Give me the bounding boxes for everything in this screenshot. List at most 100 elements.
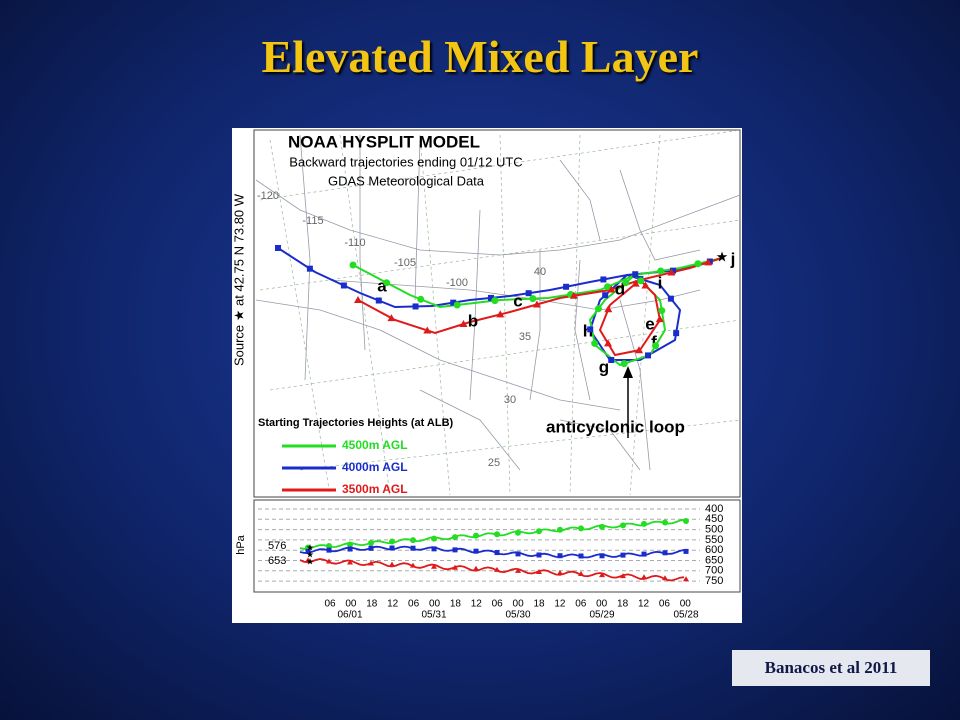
longitude-label: -105 xyxy=(394,257,416,269)
marker xyxy=(306,265,313,272)
marker xyxy=(452,547,458,553)
pressure-label: 450 xyxy=(705,513,723,525)
pressure-label: 700 xyxy=(705,565,723,577)
time-label: 18 xyxy=(366,599,378,610)
point-label: f xyxy=(651,332,657,351)
marker xyxy=(602,292,609,299)
marker xyxy=(375,297,382,304)
figure-header: Backward trajectories ending 01/12 UTC xyxy=(289,154,522,169)
marker xyxy=(305,544,311,551)
time-label: 00 xyxy=(513,599,525,610)
marker xyxy=(563,283,570,290)
marker xyxy=(607,285,616,293)
marker xyxy=(641,281,650,289)
point-label: a xyxy=(377,276,387,295)
legend-label: 3500m AGL xyxy=(342,482,408,496)
marker xyxy=(587,326,594,333)
time-label: 00 xyxy=(596,599,608,610)
marker xyxy=(620,552,626,558)
marker xyxy=(578,553,584,559)
legend-label: 4000m AGL xyxy=(342,460,408,474)
pressure-label: 650 xyxy=(705,554,723,566)
marker xyxy=(670,267,677,274)
figure-header: GDAS Meteorological Data xyxy=(328,173,485,188)
marker xyxy=(417,295,425,303)
marker xyxy=(569,291,578,299)
slide-title: Elevated Mixed Layer xyxy=(261,31,699,82)
marker xyxy=(452,564,458,570)
marker xyxy=(347,546,353,552)
figure-header: NOAA HYSPLIT MODEL xyxy=(288,132,480,151)
marker xyxy=(453,301,461,309)
time-label: 18 xyxy=(617,599,629,610)
marker xyxy=(667,268,676,276)
height-trace xyxy=(299,518,685,550)
start-star: ★ xyxy=(306,542,314,552)
point-label: g xyxy=(599,357,609,376)
marker xyxy=(473,532,479,539)
marker xyxy=(652,342,660,350)
marker xyxy=(410,562,416,568)
time-label: 06 xyxy=(324,599,336,610)
marker xyxy=(494,566,500,572)
marker xyxy=(525,290,532,297)
marker xyxy=(349,261,357,269)
point-label: e xyxy=(645,314,654,333)
time-label: 12 xyxy=(471,599,483,610)
marker xyxy=(557,526,563,533)
marker xyxy=(658,307,666,315)
marker xyxy=(645,352,652,359)
height-unit: hPa xyxy=(235,534,247,554)
longitude-label: -115 xyxy=(302,215,323,227)
time-label: 06 xyxy=(575,599,587,610)
start-label: 576 xyxy=(268,540,286,552)
pressure-label: 550 xyxy=(705,534,723,546)
latitude-label: 30 xyxy=(504,394,516,406)
marker xyxy=(536,528,542,535)
marker xyxy=(557,570,563,575)
height-trace xyxy=(299,558,685,582)
date-label: 05/29 xyxy=(589,610,614,621)
marker xyxy=(637,277,645,285)
marker xyxy=(387,314,396,322)
latitude-label: 25 xyxy=(488,457,500,469)
marker xyxy=(635,346,644,354)
marker xyxy=(515,551,521,557)
marker xyxy=(487,294,494,301)
marker xyxy=(326,558,332,564)
marker xyxy=(459,320,468,328)
marker xyxy=(496,310,505,318)
marker xyxy=(683,576,689,582)
marker xyxy=(494,550,500,556)
marker xyxy=(368,545,374,551)
marker xyxy=(423,326,432,334)
marker xyxy=(591,339,599,347)
marker xyxy=(536,568,542,574)
time-label: 12 xyxy=(554,599,566,610)
marker xyxy=(494,531,500,538)
marker xyxy=(599,553,605,559)
time-label: 00 xyxy=(680,599,692,610)
pressure-label: 600 xyxy=(705,544,723,556)
date-label: 05/30 xyxy=(505,610,530,621)
marker xyxy=(431,563,437,569)
marker xyxy=(473,565,479,571)
longitude-label: -110 xyxy=(344,237,365,249)
marker xyxy=(631,279,640,287)
marker xyxy=(536,552,542,558)
marker xyxy=(431,535,437,542)
legend-label: 4500m AGL xyxy=(342,438,408,452)
marker xyxy=(305,548,311,554)
start-label: 653 xyxy=(268,555,286,567)
marker xyxy=(452,534,458,541)
time-label: 00 xyxy=(429,599,441,610)
marker xyxy=(604,339,613,347)
graticule xyxy=(259,129,741,496)
longitude-label: -100 xyxy=(446,277,468,289)
marker xyxy=(431,546,437,552)
start-star: ★ xyxy=(306,556,314,566)
marker xyxy=(683,517,689,524)
marker xyxy=(410,537,416,544)
legend-title: Starting Trajectories Heights (at ALB) xyxy=(258,417,454,429)
